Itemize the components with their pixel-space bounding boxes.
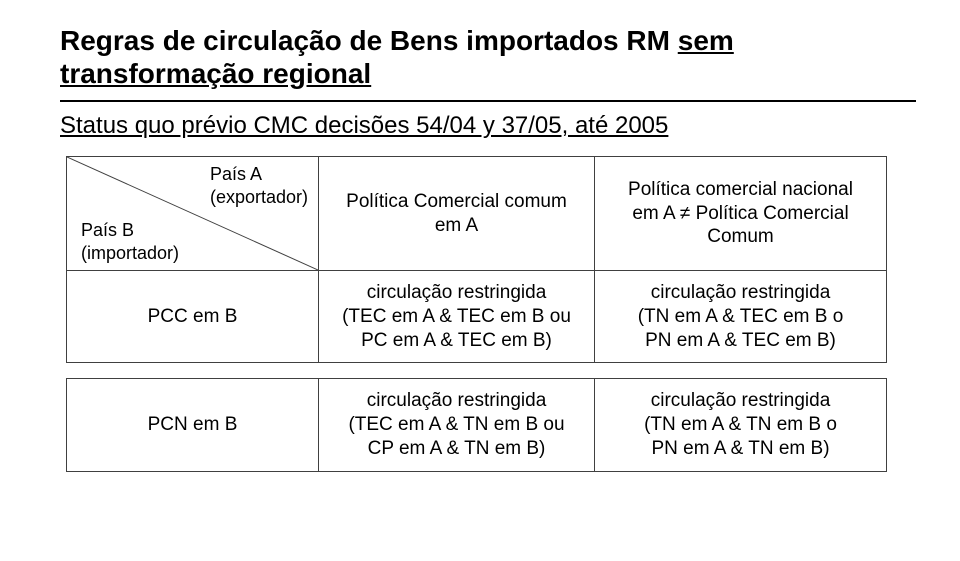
corner-bl-l2: (importador) bbox=[81, 243, 179, 263]
col2-header-l1: Política Comercial comum bbox=[346, 191, 567, 212]
corner-top-right: País A (exportador) bbox=[210, 163, 308, 208]
row2-col3: circulação restringida (TN em A & TN em … bbox=[595, 379, 887, 471]
row1-label: PCC em B bbox=[67, 271, 319, 363]
title-text-1: Regras de circulação de Bens importados … bbox=[60, 25, 678, 56]
table-corner-cell: País A (exportador) País B (importador) bbox=[67, 157, 319, 271]
table-wrap: País A (exportador) País B (importador) … bbox=[66, 156, 916, 472]
row2-c3-l1: circulação restringida bbox=[651, 390, 831, 411]
row1-c2-l1: circulação restringida bbox=[367, 282, 547, 303]
page: Regras de circulação de Bens importados … bbox=[0, 0, 960, 492]
col3-header-l3: Comum bbox=[707, 226, 774, 247]
corner-tr-l1: País A bbox=[210, 164, 262, 184]
row1-c2-l3: PC em A & TEC em B) bbox=[361, 330, 552, 351]
corner-tr-l2: (exportador) bbox=[210, 187, 308, 207]
row2-c2-l2: (TEC em A & TN em B ou bbox=[348, 414, 564, 435]
table-row: PCN em B circulação restringida (TEC em … bbox=[67, 379, 887, 471]
col3-header-l1: Política comercial nacional bbox=[628, 179, 853, 200]
row1-c3-l2: (TN em A & TEC em B o bbox=[638, 306, 844, 327]
horizontal-rule bbox=[60, 100, 916, 102]
row2-c3-l2: (TN em A & TN em B o bbox=[644, 414, 837, 435]
title-underlined-1: sem bbox=[678, 25, 734, 56]
row1-col2: circulação restringida (TEC em A & TEC e… bbox=[319, 271, 595, 363]
col2-header-l2: em A bbox=[435, 215, 478, 236]
row2-label: PCN em B bbox=[67, 379, 319, 471]
row2-c2-l1: circulação restringida bbox=[367, 390, 547, 411]
corner-bl-l1: País B bbox=[81, 220, 134, 240]
spacer-row bbox=[67, 363, 887, 379]
title-underlined-2: transformação regional bbox=[60, 58, 371, 89]
row1-c3-l3: PN em A & TEC em B) bbox=[645, 330, 836, 351]
row2-c3-l3: PN em A & TN em B) bbox=[651, 438, 829, 459]
table-header-row: País A (exportador) País B (importador) … bbox=[67, 157, 887, 271]
col3-header-l2: em A ≠ Política Comercial bbox=[632, 203, 848, 224]
corner-bottom-left: País B (importador) bbox=[81, 219, 179, 264]
page-title: Regras de circulação de Bens importados … bbox=[60, 24, 916, 90]
table-row: PCC em B circulação restringida (TEC em … bbox=[67, 271, 887, 363]
rules-table: País A (exportador) País B (importador) … bbox=[66, 156, 887, 472]
row1-col3: circulação restringida (TN em A & TEC em… bbox=[595, 271, 887, 363]
row2-col2: circulação restringida (TEC em A & TN em… bbox=[319, 379, 595, 471]
status-line: Status quo prévio CMC decisões 54/04 y 3… bbox=[60, 112, 916, 140]
col3-header: Política comercial nacional em A ≠ Polít… bbox=[595, 157, 887, 271]
col2-header: Política Comercial comum em A bbox=[319, 157, 595, 271]
row1-c3-l1: circulação restringida bbox=[651, 282, 831, 303]
row2-c2-l3: CP em A & TN em B) bbox=[368, 438, 546, 459]
row1-c2-l2: (TEC em A & TEC em B ou bbox=[342, 306, 571, 327]
